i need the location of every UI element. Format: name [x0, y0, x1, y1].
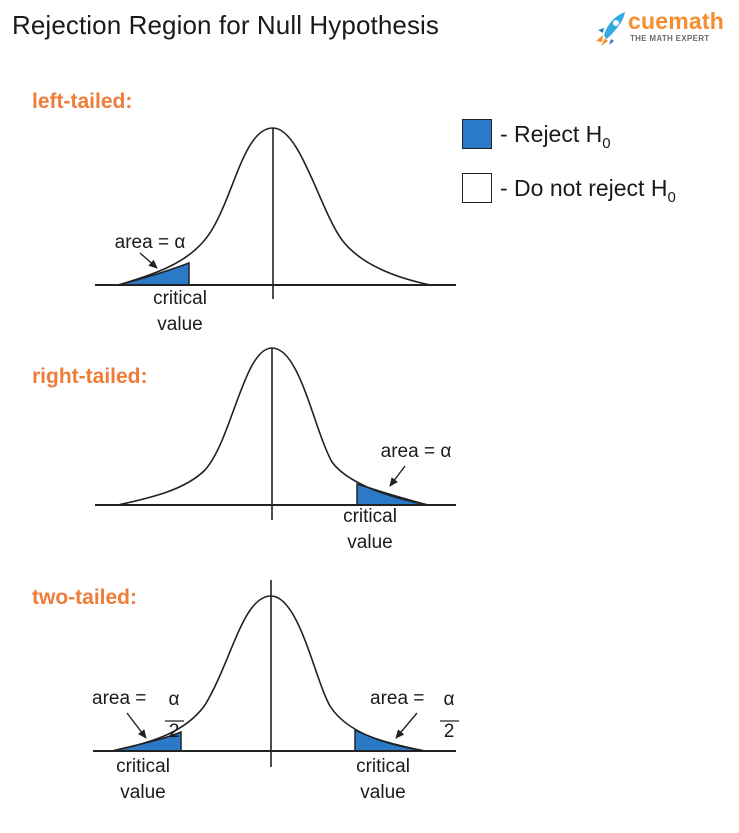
page-title: Rejection Region for Null Hypothesis	[12, 10, 440, 40]
two-tailed-diagram	[93, 580, 459, 767]
two-tailed-reject-region-right	[354, 728, 426, 752]
two-tailed-denominator-left: 2	[168, 721, 180, 742]
two-tailed-area-arrow-left	[126, 712, 147, 739]
left-tailed-critical-line1: critical	[153, 288, 207, 309]
not-reject-swatch	[462, 173, 492, 203]
right-tailed-diagram	[95, 347, 456, 520]
brand-tagline: THE MATH EXPERT	[630, 34, 710, 43]
two-tailed-area-prefix-right: area =	[370, 688, 425, 709]
legend-not-reject-subscript: 0	[667, 188, 676, 206]
reject-swatch	[462, 119, 492, 149]
left-tailed-curve	[117, 127, 431, 286]
two-tailed-alpha-left: α	[168, 689, 180, 710]
left-tailed-diagram	[95, 127, 456, 299]
two-tailed-denominator-right: 2	[443, 721, 455, 742]
legend-reject-label: - Reject H	[500, 120, 603, 147]
right-tailed-critical-line1: critical	[343, 506, 397, 527]
right-tailed-critical-line2: value	[347, 532, 393, 553]
two-tailed-critical-right-line2: value	[360, 782, 406, 803]
two-tailed-critical-left-line1: critical	[116, 756, 170, 777]
brand-name: cuemath	[628, 8, 724, 34]
rocket-icon	[596, 12, 625, 46]
right-tailed-area-label: area = α	[380, 441, 452, 462]
two-tailed-area-arrow-right	[395, 712, 418, 739]
left-tailed-area-label: area = α	[114, 232, 186, 253]
right-tailed-curve	[117, 347, 429, 506]
two-tailed-label: two-tailed:	[32, 586, 137, 609]
two-tailed-critical-right-line1: critical	[356, 756, 410, 777]
two-tailed-area-prefix-left: area =	[92, 688, 147, 709]
right-tailed-area-arrow	[389, 465, 406, 487]
two-tailed-curve	[111, 595, 426, 752]
legend-not-reject-label: - Do not reject H	[500, 174, 668, 201]
brand-logo: cuemath THE MATH EXPERT	[594, 8, 734, 48]
two-tailed-critical-left-line2: value	[120, 782, 166, 803]
legend-reject-subscript: 0	[602, 134, 611, 152]
left-tailed-critical-line2: value	[157, 314, 203, 335]
left-tailed-area-arrow	[139, 252, 158, 269]
two-tailed-alpha-right: α	[443, 689, 455, 710]
right-tailed-label: right-tailed:	[32, 365, 148, 388]
left-tailed-label: left-tailed:	[32, 90, 133, 113]
